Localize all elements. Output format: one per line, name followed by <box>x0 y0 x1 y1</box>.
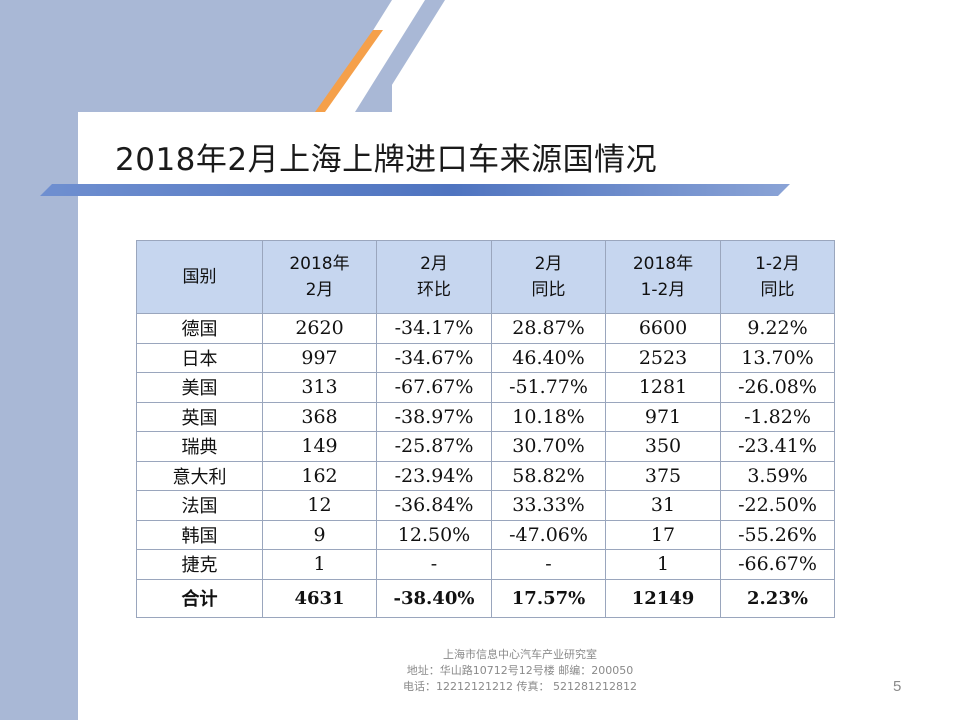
cell-feb-yoy: -47.06% <box>491 519 606 550</box>
cell-feb-yoy: -51.77% <box>491 372 606 403</box>
table-row: 捷克 1- -1 -66.67% <box>136 549 835 580</box>
cell-feb-mom: -38.40% <box>376 578 492 618</box>
cell-feb-mom: 12.50% <box>376 519 492 550</box>
cell-feb-yoy: 58.82% <box>491 460 606 491</box>
cell-jan-feb-2018: 2523 <box>605 342 721 373</box>
table-total-row: 合计 4631 -38.40% 17.57% 12149 2.23% <box>136 578 835 618</box>
decorative-stripes <box>315 0 445 112</box>
cell-country: 合计 <box>136 578 263 618</box>
cell-feb-2018: 9 <box>262 519 377 550</box>
cell-jan-feb-yoy: -55.26% <box>720 519 835 550</box>
page-number: 5 <box>893 678 902 695</box>
cell-feb-mom: -36.84% <box>376 490 492 521</box>
cell-jan-feb-yoy: 9.22% <box>720 313 835 344</box>
cell-country: 美国 <box>136 372 263 403</box>
cell-feb-mom: -34.67% <box>376 342 492 373</box>
cell-feb-yoy: 30.70% <box>491 431 606 462</box>
cell-feb-yoy: - <box>491 549 606 580</box>
header-jan-feb-yoy: 1-2月 同比 <box>720 240 835 314</box>
footer: 上海市信息中心汽车产业研究室 地址：华山路10712号12号楼 邮编：20005… <box>330 647 710 695</box>
header-feb-yoy: 2月 同比 <box>491 240 606 314</box>
import-source-table: 国别 2018年 2月 2月 环比 2月 同比 2018年 1-2月 1-2月 同比 德国… <box>136 240 835 618</box>
cell-jan-feb-2018: 12149 <box>605 578 721 618</box>
cell-feb-yoy: 28.87% <box>491 313 606 344</box>
cell-country: 意大利 <box>136 460 263 491</box>
cell-feb-2018: 997 <box>262 342 377 373</box>
orange-stripe <box>315 30 383 112</box>
cell-feb-2018: 12 <box>262 490 377 521</box>
cell-feb-mom: -38.97% <box>376 401 492 432</box>
cell-jan-feb-yoy: 3.59% <box>720 460 835 491</box>
cell-feb-2018: 4631 <box>262 578 377 618</box>
cell-jan-feb-yoy: -66.67% <box>720 549 835 580</box>
header-feb-2018: 2018年 2月 <box>262 240 377 314</box>
cell-country: 捷克 <box>136 549 263 580</box>
cell-jan-feb-2018: 31 <box>605 490 721 521</box>
cell-feb-2018: 149 <box>262 431 377 462</box>
cell-feb-mom: -67.67% <box>376 372 492 403</box>
cell-feb-mom: - <box>376 549 492 580</box>
table-row: 美国 313 -67.67% -51.77% 1281 -26.08% <box>136 372 835 403</box>
cell-feb-mom: -34.17% <box>376 313 492 344</box>
blue-stripe <box>355 0 445 112</box>
cell-feb-yoy: 33.33% <box>491 490 606 521</box>
cell-country: 瑞典 <box>136 431 263 462</box>
cell-jan-feb-2018: 971 <box>605 401 721 432</box>
table-header-row: 国别 2018年 2月 2月 环比 2月 同比 2018年 1-2月 1-2月 同比 <box>136 240 835 314</box>
cell-country: 韩国 <box>136 519 263 550</box>
table-row: 意大利 162 -23.94% 58.82% 375 3.59% <box>136 460 835 491</box>
cell-jan-feb-yoy: -1.82% <box>720 401 835 432</box>
table-row: 德国 2620 -34.17% 28.87% 6600 9.22% <box>136 313 835 344</box>
background-left-strip <box>0 112 78 192</box>
cell-feb-2018: 2620 <box>262 313 377 344</box>
cell-country: 日本 <box>136 342 263 373</box>
cell-jan-feb-2018: 1281 <box>605 372 721 403</box>
cell-feb-2018: 313 <box>262 372 377 403</box>
cell-jan-feb-yoy: -26.08% <box>720 372 835 403</box>
cell-feb-2018: 162 <box>262 460 377 491</box>
header-feb-mom: 2月 环比 <box>376 240 492 314</box>
table-row: 瑞典 149 -25.87% 30.70% 350 -23.41% <box>136 431 835 462</box>
table-row: 日本 997 -34.67% 46.40% 2523 13.70% <box>136 342 835 373</box>
cell-jan-feb-yoy: -23.41% <box>720 431 835 462</box>
slide-title: 2018年2月上海上牌进口车来源国情况 <box>115 142 658 178</box>
background-top-panel <box>0 0 392 112</box>
footer-org: 上海市信息中心汽车产业研究室 <box>443 648 597 661</box>
header-country: 国别 <box>136 240 263 314</box>
footer-address: 地址：华山路10712号12号楼 邮编：200050 <box>406 664 634 677</box>
cell-country: 法国 <box>136 490 263 521</box>
title-panel <box>78 112 778 188</box>
cell-jan-feb-2018: 375 <box>605 460 721 491</box>
cell-jan-feb-yoy: -22.50% <box>720 490 835 521</box>
title-underline-bar <box>40 184 790 196</box>
cell-feb-yoy: 46.40% <box>491 342 606 373</box>
table-body: 德国 2620 -34.17% 28.87% 6600 9.22% 日本 997 -34.67%… <box>136 313 835 618</box>
cell-feb-yoy: 10.18% <box>491 401 606 432</box>
cell-jan-feb-yoy: 13.70% <box>720 342 835 373</box>
cell-jan-feb-2018: 6600 <box>605 313 721 344</box>
table-row: 法国 12 -36.84% 33.33% 31 -22.50% <box>136 490 835 521</box>
cell-feb-mom: -23.94% <box>376 460 492 491</box>
table-row: 英国 368 -38.97% 10.18% 971 -1.82% <box>136 401 835 432</box>
footer-contact: 电话：12212121212 传真： 521281212812 <box>403 680 637 693</box>
cell-jan-feb-yoy: 2.23% <box>720 578 835 618</box>
cell-feb-mom: -25.87% <box>376 431 492 462</box>
cell-country: 英国 <box>136 401 263 432</box>
header-jan-feb-2018: 2018年 1-2月 <box>605 240 721 314</box>
cell-feb-2018: 368 <box>262 401 377 432</box>
cell-country: 德国 <box>136 313 263 344</box>
cell-feb-2018: 1 <box>262 549 377 580</box>
cell-jan-feb-2018: 350 <box>605 431 721 462</box>
cell-jan-feb-2018: 17 <box>605 519 721 550</box>
table-row: 韩国 9 12.50% -47.06% 17 -55.26% <box>136 519 835 550</box>
cell-feb-yoy: 17.57% <box>491 578 606 618</box>
cell-jan-feb-2018: 1 <box>605 549 721 580</box>
